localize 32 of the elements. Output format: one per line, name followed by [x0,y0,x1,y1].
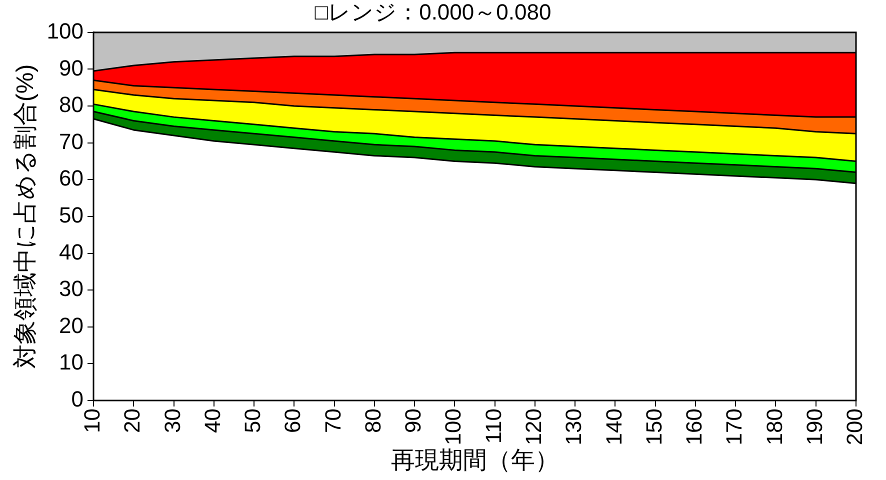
chart-title: □レンジ：0.000～0.080 [314,0,552,24]
x-tick-label: 160 [682,408,707,446]
x-tick-label: 150 [641,408,666,446]
x-tick-label: 180 [762,408,787,446]
y-tick-label: 30 [59,276,84,302]
y-tick-label: 70 [59,128,84,154]
x-tick-label: 40 [200,408,225,433]
x-tick-label: 70 [320,408,346,433]
y-axis-title: 対象領域中に占める割合(%) [12,64,40,369]
x-tick-label: 110 [480,408,506,444]
x-tick-label: 50 [240,408,266,433]
x-tick-label: 130 [561,408,586,446]
x-tick-label: 170 [722,408,747,446]
y-tick-label: 40 [59,239,84,264]
x-tick-label: 200 [842,408,868,446]
y-tick-label: 60 [59,166,84,191]
x-tick-label: 120 [521,408,546,446]
x-axis-title: 再現期間（年） [390,447,559,474]
y-tick-label: 100 [46,18,84,44]
x-tick-label: 30 [160,408,185,433]
y-tick-label: 20 [59,312,84,338]
y-tick-label: 80 [59,92,84,118]
x-tick-label: 190 [802,408,827,446]
y-tick-label: 90 [59,55,84,80]
x-tick-label: 60 [280,408,306,433]
y-tick-label: 10 [59,350,84,375]
x-tick-label: 20 [120,408,145,433]
x-tick-label: 80 [360,408,386,433]
x-tick-label: 90 [400,408,426,433]
y-tick-label: 50 [59,202,84,228]
x-tick-label: 140 [601,408,626,446]
x-tick-label: 100 [440,408,466,446]
